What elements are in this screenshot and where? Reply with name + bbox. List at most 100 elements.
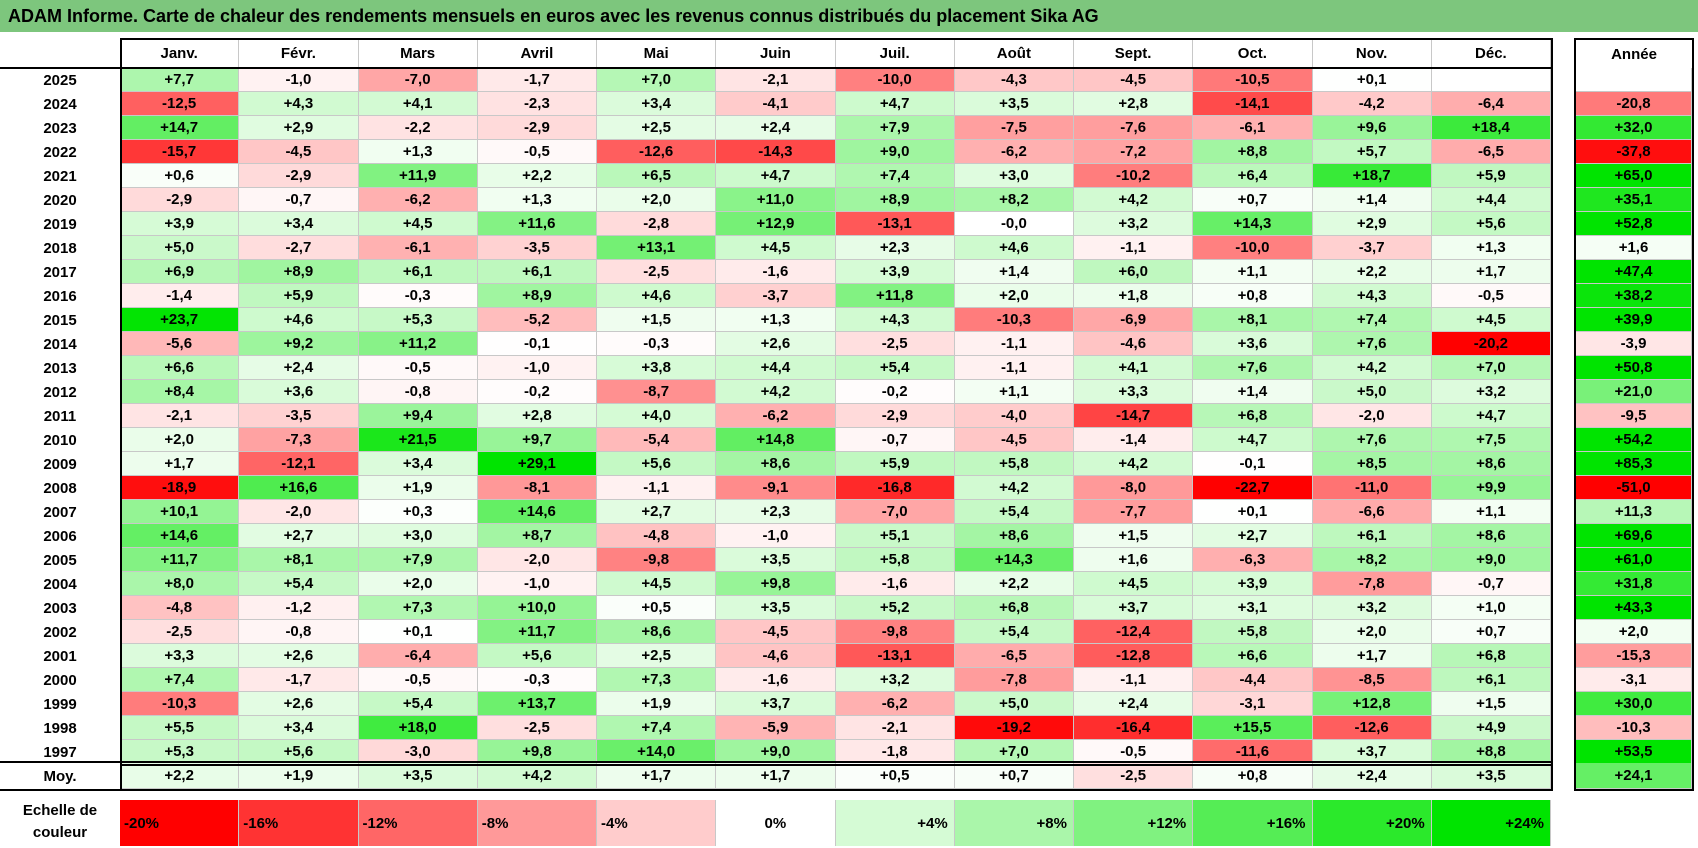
heatmap-cell: +3,9 bbox=[835, 260, 955, 284]
heatmap-cell: +14,7 bbox=[120, 116, 240, 140]
heatmap-cell: +7,4 bbox=[1312, 308, 1432, 332]
heatmap-cell: -2,3 bbox=[477, 92, 597, 116]
annual-cell: +2,0 bbox=[1576, 620, 1692, 644]
heatmap-cell: +1,7 bbox=[120, 452, 240, 476]
heatmap-cell: +1,3 bbox=[716, 308, 836, 332]
heatmap-cell: +1,0 bbox=[1431, 596, 1551, 620]
year-label-1997: 1997 bbox=[0, 740, 120, 764]
heatmap-cell: +8,8 bbox=[1193, 140, 1313, 164]
heatmap-cell: +16,6 bbox=[239, 476, 359, 500]
heatmap-cell: +7,6 bbox=[1312, 332, 1432, 356]
year-label-2016: 2016 bbox=[0, 284, 120, 308]
heatmap-cell: +5,5 bbox=[120, 716, 240, 740]
average-cell: +4,2 bbox=[477, 763, 597, 789]
year-label-2003: 2003 bbox=[0, 596, 120, 620]
color-scale-swatch: 0% bbox=[716, 800, 836, 846]
heatmap-cell: +8,5 bbox=[1312, 452, 1432, 476]
heatmap-cell: +6,8 bbox=[1193, 404, 1313, 428]
year-label-2006: 2006 bbox=[0, 524, 120, 548]
heatmap-cell: -12,4 bbox=[1074, 620, 1194, 644]
heatmap-cell: -1,6 bbox=[716, 260, 836, 284]
heatmap-cell: -9,8 bbox=[597, 548, 717, 572]
heatmap-cell: +1,7 bbox=[1312, 644, 1432, 668]
heatmap-cell: -1,1 bbox=[1074, 668, 1194, 692]
heatmap-cell: +10,0 bbox=[477, 596, 597, 620]
heatmap-cell: +2,0 bbox=[120, 428, 240, 452]
heatmap-cell: -7,3 bbox=[239, 428, 359, 452]
heatmap-cell: +3,2 bbox=[1431, 380, 1551, 404]
annual-header: Année bbox=[1576, 40, 1692, 68]
heatmap-cell: -18,9 bbox=[120, 476, 240, 500]
heatmap-cell: +2,8 bbox=[477, 404, 597, 428]
annual-cell: +32,0 bbox=[1576, 116, 1692, 140]
heatmap-cell: +6,6 bbox=[120, 356, 240, 380]
heatmap-cell: -0,8 bbox=[239, 620, 359, 644]
heatmap-cell: +8,9 bbox=[477, 284, 597, 308]
heatmap-cell: -6,2 bbox=[954, 140, 1074, 164]
heatmap-cell: +1,5 bbox=[1431, 692, 1551, 716]
heatmap-cell: +4,7 bbox=[716, 164, 836, 188]
heatmap-cell: +9,2 bbox=[239, 332, 359, 356]
heatmap-cell: +11,6 bbox=[477, 212, 597, 236]
heatmap-cell: +2,0 bbox=[597, 188, 717, 212]
heatmap-cell: -0,7 bbox=[835, 428, 955, 452]
average-cell: +0,8 bbox=[1193, 763, 1313, 789]
annual-cell: +21,0 bbox=[1576, 380, 1692, 404]
heatmap-cell: -14,7 bbox=[1074, 404, 1194, 428]
year-label-2018: 2018 bbox=[0, 236, 120, 260]
heatmap-cell: -3,5 bbox=[477, 236, 597, 260]
heatmap-cell: +3,4 bbox=[597, 92, 717, 116]
heatmap-cell: +3,2 bbox=[1312, 596, 1432, 620]
heatmap-cell: +8,6 bbox=[1431, 452, 1551, 476]
heatmap-cell: +11,9 bbox=[358, 164, 478, 188]
heatmap-cell: +5,9 bbox=[239, 284, 359, 308]
year-label-2011: 2011 bbox=[0, 404, 120, 428]
heatmap-cell: -10,3 bbox=[954, 308, 1074, 332]
heatmap-cell: +3,4 bbox=[239, 716, 359, 740]
heatmap-cell: +6,1 bbox=[1431, 668, 1551, 692]
year-label-2017: 2017 bbox=[0, 260, 120, 284]
heatmap-cell: +4,6 bbox=[239, 308, 359, 332]
annual-cell: +65,0 bbox=[1576, 164, 1692, 188]
heatmap-cell: +0,3 bbox=[358, 500, 478, 524]
heatmap-cell: +1,4 bbox=[954, 260, 1074, 284]
heatmap-cell: -2,9 bbox=[239, 164, 359, 188]
heatmap-cell: -2,9 bbox=[835, 404, 955, 428]
annual-cell: +31,8 bbox=[1576, 572, 1692, 596]
heatmap-cell: -14,3 bbox=[716, 140, 836, 164]
heatmap-cell: +5,0 bbox=[1312, 380, 1432, 404]
heatmap-cell: -2,2 bbox=[358, 116, 478, 140]
year-label-1998: 1998 bbox=[0, 716, 120, 740]
heatmap-cell: -2,9 bbox=[477, 116, 597, 140]
month-header-11: Nov. bbox=[1312, 40, 1432, 68]
heatmap-cell: +11,7 bbox=[477, 620, 597, 644]
heatmap-cell: -4,8 bbox=[120, 596, 240, 620]
heatmap-cell: +0,7 bbox=[1193, 188, 1313, 212]
heatmap-cell: -4,3 bbox=[954, 68, 1074, 92]
heatmap-cell: -13,1 bbox=[835, 644, 955, 668]
heatmap-cell: +4,3 bbox=[239, 92, 359, 116]
heatmap-cell: +7,6 bbox=[1193, 356, 1313, 380]
heatmap-cell: +1,1 bbox=[1193, 260, 1313, 284]
heatmap-cell: +14,6 bbox=[477, 500, 597, 524]
annual-cell: -10,3 bbox=[1576, 716, 1692, 740]
month-header-7: Juil. bbox=[835, 40, 955, 68]
average-cell: +3,5 bbox=[358, 763, 478, 789]
heatmap-cell: -6,6 bbox=[1312, 500, 1432, 524]
average-cell: +0,5 bbox=[835, 763, 955, 789]
heatmap-cell: +1,3 bbox=[358, 140, 478, 164]
heatmap-cell: +14,0 bbox=[597, 740, 717, 764]
heatmap-cell: +2,2 bbox=[1312, 260, 1432, 284]
heatmap-cell: +5,1 bbox=[835, 524, 955, 548]
heatmap-cell: -20,2 bbox=[1431, 332, 1551, 356]
heatmap-cell: +5,9 bbox=[1431, 164, 1551, 188]
heatmap-cell: -1,1 bbox=[954, 332, 1074, 356]
heatmap-cell: +1,3 bbox=[1431, 236, 1551, 260]
heatmap-cell: +2,7 bbox=[1193, 524, 1313, 548]
heatmap-cell: +8,1 bbox=[1193, 308, 1313, 332]
heatmap-cell: +3,4 bbox=[358, 452, 478, 476]
heatmap-cell: +3,2 bbox=[835, 668, 955, 692]
heatmap-cell: +7,0 bbox=[1431, 356, 1551, 380]
heatmap-cell: +11,2 bbox=[358, 332, 478, 356]
